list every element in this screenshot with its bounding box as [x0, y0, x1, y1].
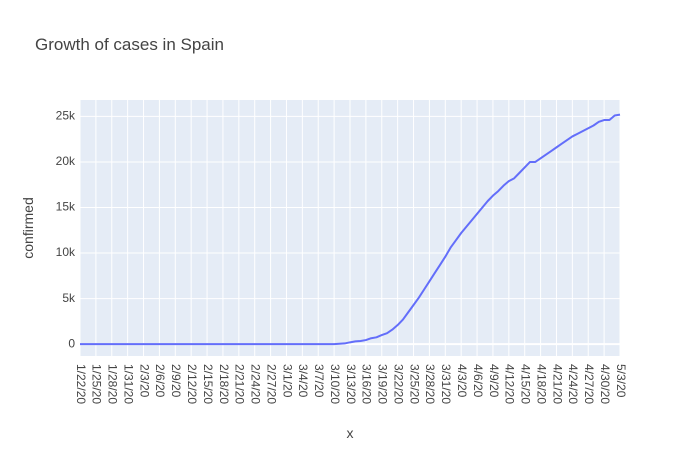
x-tick-label: 1/31/20: [121, 364, 135, 404]
x-tick-label: 3/1/20: [280, 364, 294, 398]
series-layer: [80, 113, 621, 346]
x-tick-label: 3/13/20: [344, 364, 358, 404]
x-tick-label: 4/21/20: [550, 364, 564, 404]
x-tick-label: 4/6/20: [471, 364, 485, 398]
series-line: [80, 113, 621, 346]
x-tick-label: 2/3/20: [137, 364, 151, 398]
x-tick-label: 2/18/20: [217, 364, 231, 404]
x-tick-label: 3/28/20: [423, 364, 437, 404]
y-axis-title: confirmed: [20, 197, 36, 258]
y-tick-label: 0: [68, 336, 75, 350]
y-tick-labels: 0 5k 10k 15k 20k 25k: [56, 109, 76, 351]
x-tick-label: 5/3/20: [614, 364, 628, 398]
x-tick-label: 4/3/20: [455, 364, 469, 398]
y-tick-label: 15k: [56, 200, 76, 214]
x-tick-label: 1/22/20: [74, 364, 88, 404]
x-tick-label: 3/7/20: [312, 364, 326, 398]
x-tick-label: 4/30/20: [598, 364, 612, 404]
x-tick-label: 2/6/20: [153, 364, 167, 398]
x-tick-label: 3/25/20: [407, 364, 421, 404]
x-tick-label: 2/15/20: [201, 364, 215, 404]
x-tick-label: 4/27/20: [582, 364, 596, 404]
x-tick-label: 4/9/20: [487, 364, 501, 398]
x-tick-label: 3/10/20: [328, 364, 342, 404]
x-tick-label: 3/16/20: [360, 364, 374, 404]
x-tick-label: 2/9/20: [169, 364, 183, 398]
x-tick-label: 1/28/20: [106, 364, 120, 404]
x-tick-label: 3/19/20: [376, 364, 390, 404]
x-tick-label: 4/24/20: [566, 364, 580, 404]
y-tick-label: 5k: [62, 291, 76, 305]
x-gridlines: [79, 100, 621, 356]
y-tick-label: 20k: [56, 154, 76, 168]
chart-title: Growth of cases in Spain: [35, 35, 224, 54]
x-tick-label: 4/15/20: [519, 364, 533, 404]
x-tick-label: 2/24/20: [249, 364, 263, 404]
x-tick-label: 3/31/20: [439, 364, 453, 404]
y-tick-label: 10k: [56, 245, 76, 259]
x-tick-label: 4/18/20: [534, 364, 548, 404]
x-tick-label: 1/25/20: [90, 364, 104, 404]
x-tick-label: 3/4/20: [296, 364, 310, 398]
x-tick-labels: 1/22/20 1/25/20 1/28/20 1/31/20 2/3/20 2/6/20…: [74, 364, 628, 404]
x-axis-title: x: [347, 425, 354, 441]
x-tick-label: 4/12/20: [503, 364, 517, 404]
x-tick-label: 2/21/20: [233, 364, 247, 404]
y-tick-label: 25k: [56, 109, 76, 123]
x-tick-label: 2/27/20: [264, 364, 278, 404]
x-tick-label: 3/22/20: [391, 364, 405, 404]
x-tick-label: 2/12/20: [185, 364, 199, 404]
